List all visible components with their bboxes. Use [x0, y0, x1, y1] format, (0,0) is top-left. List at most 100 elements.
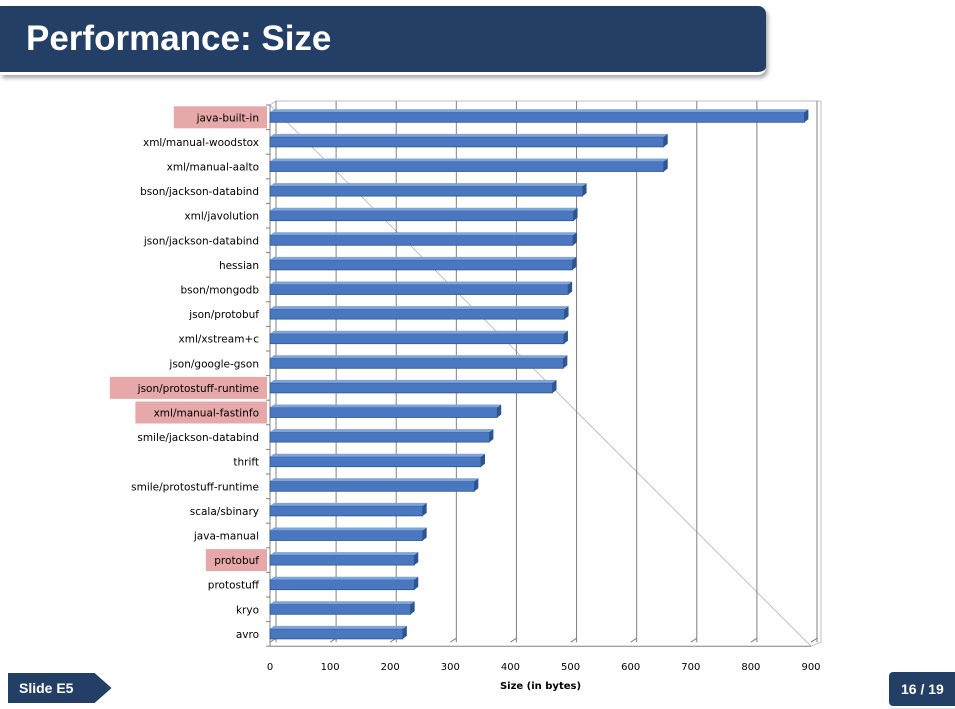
- x-tick-label: 300: [441, 662, 460, 673]
- bar: [269, 284, 569, 295]
- bar-top: [270, 527, 427, 531]
- bar: [269, 136, 665, 148]
- bar: [269, 480, 475, 492]
- category-label: smile/protostuff-runtime: [131, 481, 259, 493]
- bar-top: [270, 183, 587, 187]
- bar-top: [270, 306, 569, 310]
- bar: [269, 603, 412, 615]
- category-label: xml/manual-aalto: [167, 162, 259, 174]
- bar-end: [804, 109, 809, 123]
- category-label: kryo: [236, 604, 259, 616]
- bar: [269, 111, 805, 123]
- category-label: avro: [236, 629, 259, 641]
- bar: [269, 357, 564, 369]
- bar-top: [270, 281, 573, 285]
- bar-end: [422, 502, 427, 516]
- category-highlight: [109, 376, 267, 399]
- bar-top: [270, 478, 479, 482]
- bar-end: [414, 576, 419, 590]
- bar-top: [270, 625, 407, 629]
- bar-end: [489, 429, 494, 443]
- bar-top: [270, 232, 577, 236]
- bar-end: [563, 355, 568, 369]
- category-label: bson/mongodb: [181, 285, 260, 297]
- bar: [269, 579, 415, 591]
- category-label: thrift: [233, 457, 259, 469]
- bar: [269, 530, 424, 541]
- category-highlight: [205, 549, 267, 572]
- gridline-foot: [510, 637, 517, 643]
- slide-title: Performance: Size: [26, 19, 332, 58]
- bar: [269, 554, 415, 566]
- bar-end: [410, 601, 415, 615]
- category-label: protobuf: [214, 555, 259, 567]
- category-label: json/protostuff-runtime: [137, 383, 259, 395]
- bar-top: [270, 453, 485, 457]
- x-tick-label: 500: [561, 662, 580, 673]
- category-label: hessian: [219, 260, 259, 272]
- gridline-foot: [750, 637, 758, 643]
- category-highlight: [173, 106, 267, 129]
- bar-top: [270, 330, 568, 334]
- bar-end: [582, 183, 587, 197]
- gridline-foot: [570, 637, 577, 643]
- bar: [269, 161, 665, 172]
- bar-end: [414, 552, 419, 566]
- slide-label-badge: Slide E5: [5, 670, 115, 707]
- bar-end: [572, 256, 577, 270]
- bar-end: [663, 158, 668, 172]
- bar-end: [497, 404, 502, 418]
- bar-end: [572, 232, 577, 246]
- x-tick-label: 900: [801, 662, 820, 673]
- gridline-foot: [450, 637, 457, 643]
- category-label: smile/jackson-databind: [137, 432, 259, 444]
- bar-end: [564, 306, 569, 320]
- category-label: bson/jackson-databind: [140, 186, 259, 198]
- bar-top: [270, 552, 419, 556]
- bar: [269, 210, 574, 222]
- bar-top: [270, 133, 668, 137]
- bar-top: [270, 576, 419, 580]
- category-label: json/protobuf: [188, 309, 259, 321]
- page-indicator: 16 / 19: [901, 681, 944, 697]
- x-tick-label: 600: [621, 662, 640, 673]
- bar: [269, 456, 482, 468]
- category-label: xml/manual-fastinfo: [154, 408, 259, 420]
- page-indicator-badge: 16 / 19: [889, 672, 955, 706]
- bar: [269, 234, 574, 246]
- bar: [269, 407, 498, 418]
- category-label: scala/sbinary: [190, 506, 259, 518]
- bar: [269, 505, 424, 517]
- bar-top: [270, 109, 809, 113]
- bar-end: [474, 478, 479, 492]
- bar-end: [563, 330, 568, 344]
- bar: [269, 308, 565, 320]
- x-tick-label: 700: [681, 662, 700, 673]
- category-label: xml/xstream+c: [179, 334, 260, 346]
- bar: [269, 382, 553, 394]
- x-tick-label: 400: [501, 662, 520, 673]
- bar-top: [270, 502, 427, 506]
- bar-top: [270, 379, 557, 383]
- x-tick-label: 100: [321, 662, 340, 673]
- bar: [269, 628, 404, 640]
- bar: [269, 333, 565, 345]
- slide-label: Slide E5: [19, 680, 74, 696]
- x-tick-label: 200: [381, 662, 400, 673]
- x-tick-label: 0: [267, 662, 273, 673]
- bar-end: [402, 625, 407, 639]
- bar-top: [270, 404, 502, 408]
- gridline-foot: [690, 637, 698, 643]
- category-label: json/jackson-databind: [143, 235, 259, 247]
- bar: [269, 185, 583, 197]
- bar-end: [573, 207, 578, 221]
- bar-top: [270, 207, 578, 211]
- bar-top: [270, 355, 568, 359]
- bar-top: [270, 256, 577, 260]
- slide-badge-shape: [6, 671, 115, 705]
- bar-top: [270, 601, 415, 605]
- bar: [269, 431, 490, 443]
- category-label: xml/manual-woodstox: [143, 137, 259, 149]
- category-label: json/google-gson: [168, 358, 259, 370]
